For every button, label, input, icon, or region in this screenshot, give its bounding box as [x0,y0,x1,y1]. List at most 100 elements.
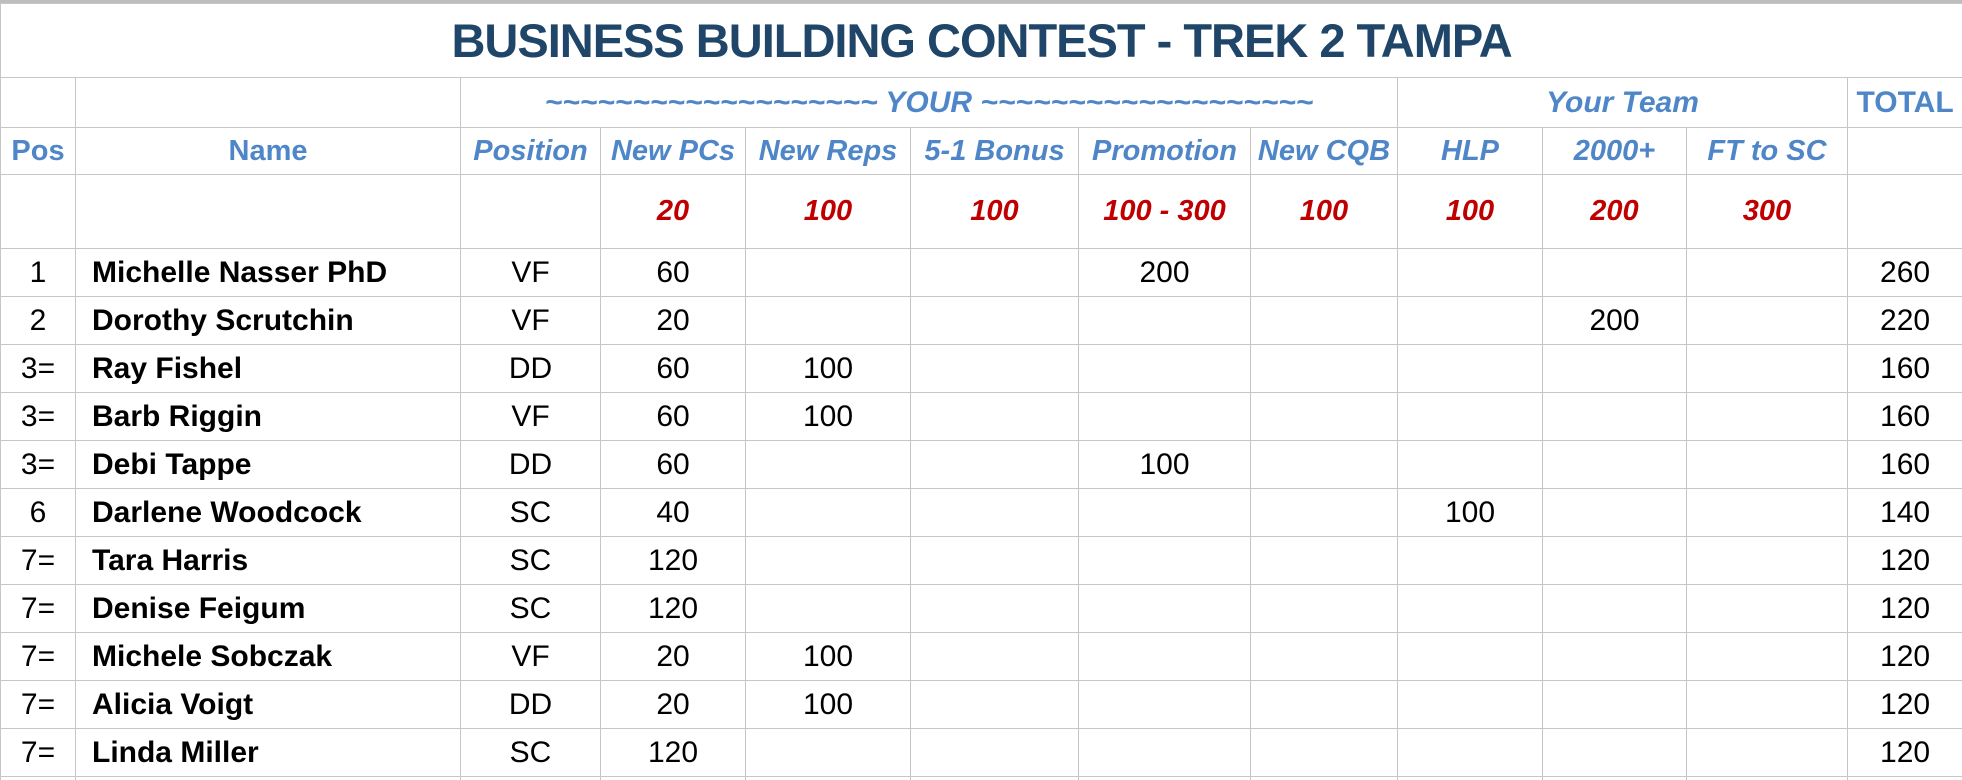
cell-total[interactable]: 160 [1846,344,1962,393]
cell-new-cqb[interactable] [1250,488,1398,537]
cell-position[interactable]: DD [460,440,601,489]
cell-new-pcs[interactable]: 60 [600,392,746,441]
cell-total[interactable]: 160 [1846,440,1962,489]
cell-pos[interactable]: 7= [0,728,76,777]
cell-pos[interactable]: 2 [0,296,76,345]
cell-plus-2000[interactable] [1542,584,1687,633]
cell-total[interactable]: 120 [1846,584,1962,633]
cell-new-cqb[interactable] [1250,632,1398,681]
cell-new-reps[interactable] [745,728,911,777]
cell-bonus-5-1[interactable] [910,344,1079,393]
column-header-hlp[interactable]: HLP [1397,127,1543,175]
cell-new-cqb[interactable] [1250,680,1398,729]
cell-ft-to-sc[interactable] [1686,632,1848,681]
cell-new-cqb[interactable] [1250,728,1398,777]
points-new-cqb[interactable]: 100 [1250,174,1398,249]
cell-name[interactable]: Michelle Nasser PhD [75,248,461,297]
cell-new-pcs[interactable]: 60 [600,440,746,489]
page-title[interactable]: BUSINESS BUILDING CONTEST - TREK 2 TAMPA [0,3,1962,78]
column-header-new-cqb[interactable]: New CQB [1250,127,1398,175]
cell-plus-2000[interactable] [1542,536,1687,585]
points-ft-to-sc[interactable]: 300 [1686,174,1848,249]
cell-position[interactable]: SC [460,584,601,633]
cell-ft-to-sc[interactable] [1686,728,1848,777]
points-spacer-total[interactable] [1846,174,1962,249]
cell-bonus-5-1[interactable] [910,488,1079,537]
cell-total[interactable]: 160 [1846,392,1962,441]
cell-bonus-5-1[interactable] [910,680,1079,729]
column-header-name[interactable]: Name [75,127,461,175]
cell-plus-2000[interactable] [1542,632,1687,681]
cell-bonus-5-1[interactable] [910,632,1079,681]
cell-new-reps[interactable] [745,296,911,345]
cell-hlp[interactable] [1397,680,1543,729]
cell-new-reps[interactable]: 100 [745,632,911,681]
cell-ft-to-sc[interactable] [1686,680,1848,729]
cell-ft-to-sc[interactable] [1686,440,1848,489]
points-new-pcs[interactable]: 20 [600,174,746,249]
cell-bonus-5-1[interactable] [910,584,1079,633]
points-spacer-position[interactable] [460,174,601,249]
column-header-ft-to-sc[interactable]: FT to SC [1686,127,1848,175]
column-header-new-reps[interactable]: New Reps [745,127,911,175]
cell-total[interactable]: 220 [1846,296,1962,345]
cell-hlp[interactable] [1397,584,1543,633]
cell-total[interactable]: 120 [1846,680,1962,729]
cell-pos[interactable]: 3= [0,344,76,393]
cell-name[interactable]: Denise Feigum [75,584,461,633]
band-spacer-pos[interactable] [0,77,76,128]
cell-ft-to-sc[interactable] [1686,536,1848,585]
points-5-1-bonus[interactable]: 100 [910,174,1079,249]
cell-new-reps[interactable]: 100 [745,344,911,393]
cell-new-pcs[interactable]: 120 [600,584,746,633]
cell-name[interactable]: Tara Harris [75,536,461,585]
cell-hlp[interactable]: 100 [1397,488,1543,537]
cell-new-cqb[interactable] [1250,584,1398,633]
cell-bonus-5-1[interactable] [910,392,1079,441]
points-hlp[interactable]: 100 [1397,174,1543,249]
cell-promotion[interactable]: 200 [1078,248,1251,297]
cell-position[interactable]: DD [460,344,601,393]
cell-hlp[interactable] [1397,296,1543,345]
cell-ft-to-sc[interactable] [1686,248,1848,297]
cell-new-pcs[interactable]: 60 [600,248,746,297]
cell-new-pcs[interactable]: 20 [600,680,746,729]
cell-promotion[interactable] [1078,584,1251,633]
cell-bonus-5-1[interactable] [910,536,1079,585]
column-header-5-1-bonus[interactable]: 5-1 Bonus [910,127,1079,175]
cell-new-reps[interactable]: 100 [745,680,911,729]
cell-new-reps[interactable] [745,440,911,489]
cell-pos[interactable]: 7= [0,536,76,585]
cell-position[interactable]: VF [460,392,601,441]
cell-position[interactable]: SC [460,536,601,585]
cell-pos[interactable]: 7= [0,584,76,633]
cell-total[interactable]: 260 [1846,248,1962,297]
cell-name[interactable]: Dorothy Scrutchin [75,296,461,345]
cell-ft-to-sc[interactable] [1686,392,1848,441]
cell-hlp[interactable] [1397,440,1543,489]
points-2000-plus[interactable]: 200 [1542,174,1687,249]
cell-promotion[interactable] [1078,344,1251,393]
cell-promotion[interactable] [1078,728,1251,777]
your-band-header[interactable]: ~~~~~~~~~~~~~~~~~~~ YOUR ~~~~~~~~~~~~~~~… [460,77,1398,128]
cell-ft-to-sc[interactable] [1686,584,1848,633]
column-header-promotion[interactable]: Promotion [1078,127,1251,175]
cell-pos[interactable]: 1 [0,248,76,297]
cell-new-reps[interactable] [745,536,911,585]
points-promotion[interactable]: 100 - 300 [1078,174,1251,249]
cell-bonus-5-1[interactable] [910,728,1079,777]
cell-new-cqb[interactable] [1250,248,1398,297]
cell-hlp[interactable] [1397,536,1543,585]
cell-plus-2000[interactable] [1542,440,1687,489]
cell-new-reps[interactable]: 100 [745,392,911,441]
cell-plus-2000[interactable] [1542,248,1687,297]
cell-position[interactable]: VF [460,248,601,297]
cell-total[interactable]: 120 [1846,728,1962,777]
cell-position[interactable]: SC [460,488,601,537]
cell-name[interactable]: Barb Riggin [75,392,461,441]
cell-total[interactable]: 120 [1846,632,1962,681]
cell-new-reps[interactable] [745,584,911,633]
cell-position[interactable]: SC [460,728,601,777]
cell-new-cqb[interactable] [1250,344,1398,393]
cell-hlp[interactable] [1397,248,1543,297]
